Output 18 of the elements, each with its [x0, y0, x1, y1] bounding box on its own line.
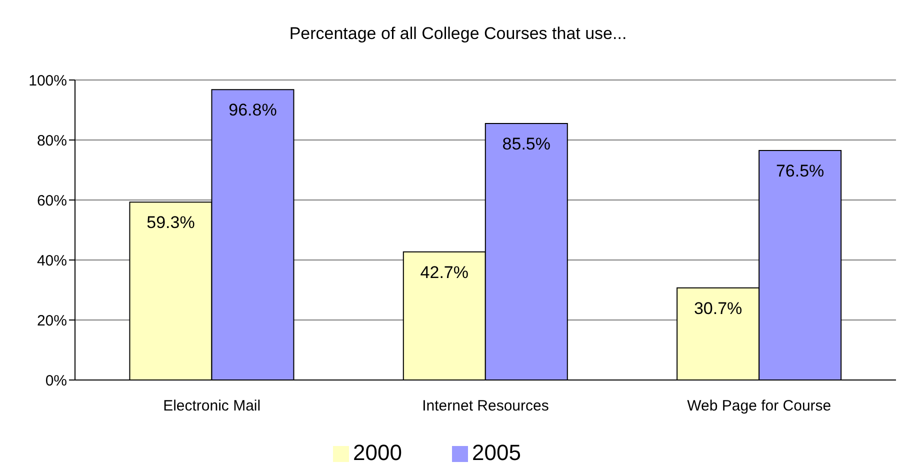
x-tick-label: Web Page for Course: [687, 398, 832, 415]
x-tick-label: Electronic Mail: [163, 398, 261, 415]
legend-label: 2005: [472, 440, 521, 465]
data-label: 30.7%: [694, 298, 742, 318]
y-tick-label: 40%: [36, 252, 67, 270]
y-tick-label: 100%: [28, 72, 67, 90]
data-label: 85.5%: [502, 134, 550, 154]
y-tick-label: 60%: [36, 192, 67, 210]
chart-title: Percentage of all College Courses that use...: [288, 23, 628, 45]
y-tick-label: 20%: [36, 312, 67, 330]
legend-label: 2000: [353, 440, 402, 465]
data-label: 59.3%: [146, 213, 195, 232]
data-label: 76.5%: [776, 162, 824, 181]
data-label: 96.8%: [228, 100, 277, 120]
x-tick-label: Internet Resources: [422, 398, 549, 415]
data-label: 42.7%: [420, 262, 468, 282]
y-tick-label: 0%: [45, 372, 67, 390]
y-tick-label: 80%: [36, 132, 67, 150]
